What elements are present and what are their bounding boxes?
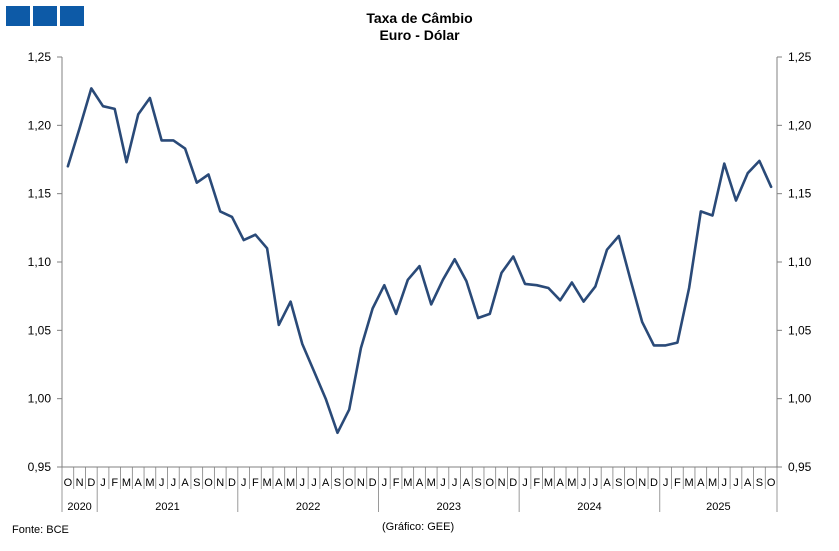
x-tick-label: J bbox=[733, 477, 739, 489]
year-label: 2023 bbox=[437, 501, 461, 513]
x-tick-label: M bbox=[708, 477, 717, 489]
chart-subtitle: Euro - Dólar bbox=[379, 27, 460, 43]
x-tick-label: N bbox=[498, 477, 506, 489]
x-tick-label: J bbox=[593, 477, 599, 489]
x-tick-label: D bbox=[369, 477, 377, 489]
year-label: 2020 bbox=[67, 501, 91, 513]
x-tick-label: F bbox=[533, 477, 540, 489]
x-tick-label: D bbox=[87, 477, 95, 489]
x-tick-label: A bbox=[697, 477, 705, 489]
series-line bbox=[66, 87, 773, 435]
chart-title-block: Taxa de Câmbio Euro - Dólar bbox=[0, 10, 839, 44]
x-tick-label: N bbox=[216, 477, 224, 489]
x-tick-label: F bbox=[111, 477, 118, 489]
x-tick-label: O bbox=[204, 477, 213, 489]
logo-block-3 bbox=[60, 6, 84, 26]
x-tick-label: O bbox=[626, 477, 635, 489]
x-tick-label: M bbox=[263, 477, 272, 489]
x-tick-label: M bbox=[685, 477, 694, 489]
chart-title: Taxa de Câmbio bbox=[366, 10, 473, 26]
x-tick-label: A bbox=[322, 477, 330, 489]
x-tick-label: M bbox=[427, 477, 436, 489]
y-tick-label-right: 1,20 bbox=[788, 118, 812, 132]
y-tick-label-right: 1,10 bbox=[788, 255, 812, 269]
year-label: 2025 bbox=[706, 501, 730, 513]
x-tick-label: J bbox=[300, 477, 306, 489]
x-tick-label: J bbox=[440, 477, 446, 489]
x-tick-label: D bbox=[509, 477, 517, 489]
logo bbox=[6, 6, 84, 26]
x-tick-label: M bbox=[403, 477, 412, 489]
x-tick-label: O bbox=[767, 477, 776, 489]
x-tick-label: A bbox=[556, 477, 564, 489]
y-tick-label-right: 1,25 bbox=[788, 50, 812, 64]
y-tick-label-left: 1,00 bbox=[28, 392, 52, 406]
x-tick-label: F bbox=[674, 477, 681, 489]
x-tick-label: S bbox=[615, 477, 622, 489]
x-tick-label: S bbox=[756, 477, 763, 489]
x-tick-label: A bbox=[416, 477, 424, 489]
x-tick-label: J bbox=[452, 477, 458, 489]
x-tick-label: F bbox=[393, 477, 400, 489]
year-label: 2021 bbox=[155, 501, 179, 513]
x-tick-label: S bbox=[193, 477, 200, 489]
x-tick-label: A bbox=[744, 477, 752, 489]
x-tick-label: A bbox=[181, 477, 189, 489]
y-tick-label-right: 1,05 bbox=[788, 323, 812, 337]
x-tick-label: N bbox=[638, 477, 646, 489]
x-tick-label: J bbox=[159, 477, 165, 489]
year-label: 2022 bbox=[296, 501, 320, 513]
chart-credit: (Gráfico: GEE) bbox=[382, 521, 455, 533]
y-tick-label-left: 1,10 bbox=[28, 255, 52, 269]
y-tick-label-left: 1,15 bbox=[28, 187, 52, 201]
x-tick-label: A bbox=[275, 477, 283, 489]
x-tick-label: J bbox=[241, 477, 247, 489]
logo-block-2 bbox=[33, 6, 57, 26]
y-tick-label-left: 0,95 bbox=[28, 460, 52, 474]
x-tick-label: M bbox=[122, 477, 131, 489]
source-note: Fonte: BCE bbox=[12, 524, 69, 536]
x-tick-label: D bbox=[650, 477, 658, 489]
x-tick-label: A bbox=[603, 477, 611, 489]
x-tick-label: D bbox=[228, 477, 236, 489]
y-tick-label-right: 1,15 bbox=[788, 187, 812, 201]
x-tick-label: J bbox=[171, 477, 177, 489]
x-tick-label: N bbox=[357, 477, 365, 489]
x-tick-label: J bbox=[722, 477, 728, 489]
x-tick-label: A bbox=[135, 477, 143, 489]
x-tick-label: M bbox=[544, 477, 553, 489]
x-tick-label: J bbox=[581, 477, 587, 489]
year-label: 2024 bbox=[577, 501, 601, 513]
x-tick-label: M bbox=[567, 477, 576, 489]
x-tick-label: J bbox=[522, 477, 528, 489]
x-tick-label: J bbox=[663, 477, 669, 489]
y-tick-label-left: 1,20 bbox=[28, 118, 52, 132]
y-tick-label-left: 1,25 bbox=[28, 50, 52, 64]
y-tick-label-right: 1,00 bbox=[788, 392, 812, 406]
x-tick-label: M bbox=[145, 477, 154, 489]
logo-block-1 bbox=[6, 6, 30, 26]
x-tick-label: O bbox=[486, 477, 495, 489]
x-tick-label: M bbox=[286, 477, 295, 489]
x-tick-label: S bbox=[334, 477, 341, 489]
x-tick-label: S bbox=[474, 477, 481, 489]
x-tick-label: J bbox=[382, 477, 388, 489]
x-tick-label: A bbox=[463, 477, 471, 489]
x-tick-label: O bbox=[64, 477, 73, 489]
x-tick-label: J bbox=[311, 477, 317, 489]
x-tick-label: J bbox=[100, 477, 106, 489]
x-tick-label: N bbox=[76, 477, 84, 489]
x-tick-label: O bbox=[345, 477, 354, 489]
y-tick-label-left: 1,05 bbox=[28, 323, 52, 337]
y-tick-label-right: 0,95 bbox=[788, 460, 812, 474]
x-tick-label: F bbox=[252, 477, 259, 489]
